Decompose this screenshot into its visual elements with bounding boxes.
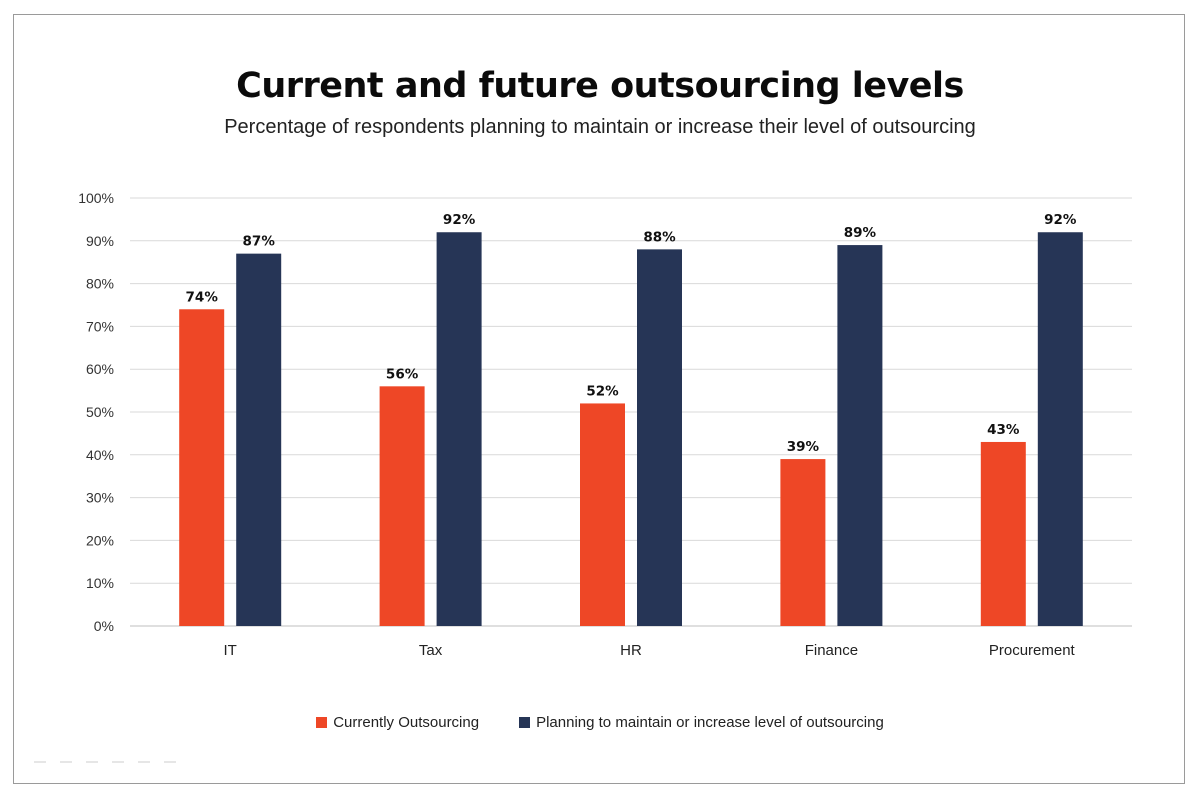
chart-legend: Currently Outsourcing Planning to mainta… bbox=[0, 714, 1200, 731]
chart-title: Current and future outsourcing levels bbox=[236, 66, 964, 106]
bar-planning bbox=[436, 232, 482, 627]
x-category-label: HR bbox=[620, 642, 642, 659]
bar-planning bbox=[837, 245, 883, 626]
data-label: 39% bbox=[787, 439, 820, 455]
legend-item-current: Currently Outsourcing bbox=[316, 714, 479, 731]
data-label: 56% bbox=[386, 366, 419, 382]
legend-swatch-planning bbox=[519, 717, 531, 728]
legend-label-current: Currently Outsourcing bbox=[333, 714, 480, 731]
data-label: 74% bbox=[186, 289, 219, 305]
legend-label-planning: Planning to maintain or increase level o… bbox=[536, 714, 884, 731]
bar-planning bbox=[236, 253, 282, 626]
data-label: 87% bbox=[243, 234, 276, 250]
y-tick-label: 20% bbox=[86, 532, 114, 548]
bar-planning bbox=[637, 249, 682, 627]
data-label: 92% bbox=[443, 212, 476, 228]
y-tick-label: 80% bbox=[86, 276, 114, 292]
bar-current bbox=[580, 403, 625, 626]
x-category-label: Finance bbox=[805, 642, 858, 659]
data-label: 52% bbox=[586, 383, 619, 399]
legend-item-planning: Planning to maintain or increase level o… bbox=[519, 714, 884, 731]
bar-current bbox=[179, 309, 225, 626]
y-tick-label: 100% bbox=[78, 190, 114, 206]
x-category-label: Procurement bbox=[989, 642, 1076, 659]
x-category-label: Tax bbox=[419, 642, 443, 659]
decorative-dashes bbox=[34, 761, 176, 763]
data-label: 88% bbox=[643, 229, 676, 245]
bar-current bbox=[980, 441, 1026, 626]
y-tick-label: 50% bbox=[86, 404, 114, 420]
bar-current bbox=[780, 459, 826, 626]
y-tick-label: 10% bbox=[86, 575, 114, 591]
y-tick-label: 60% bbox=[86, 361, 114, 377]
data-label: 92% bbox=[1044, 212, 1077, 228]
bar-current bbox=[379, 386, 425, 626]
y-tick-label: 90% bbox=[86, 233, 114, 249]
data-label: 43% bbox=[987, 422, 1020, 438]
chart-subtitle: Percentage of respondents planning to ma… bbox=[224, 116, 976, 138]
x-category-label: IT bbox=[224, 642, 237, 659]
data-label: 89% bbox=[844, 225, 877, 241]
legend-swatch-current bbox=[316, 717, 328, 728]
y-tick-label: 0% bbox=[94, 618, 114, 634]
y-tick-label: 40% bbox=[86, 447, 114, 463]
y-tick-label: 30% bbox=[86, 490, 114, 506]
bar-planning bbox=[1037, 232, 1083, 627]
y-tick-label: 70% bbox=[86, 318, 114, 334]
